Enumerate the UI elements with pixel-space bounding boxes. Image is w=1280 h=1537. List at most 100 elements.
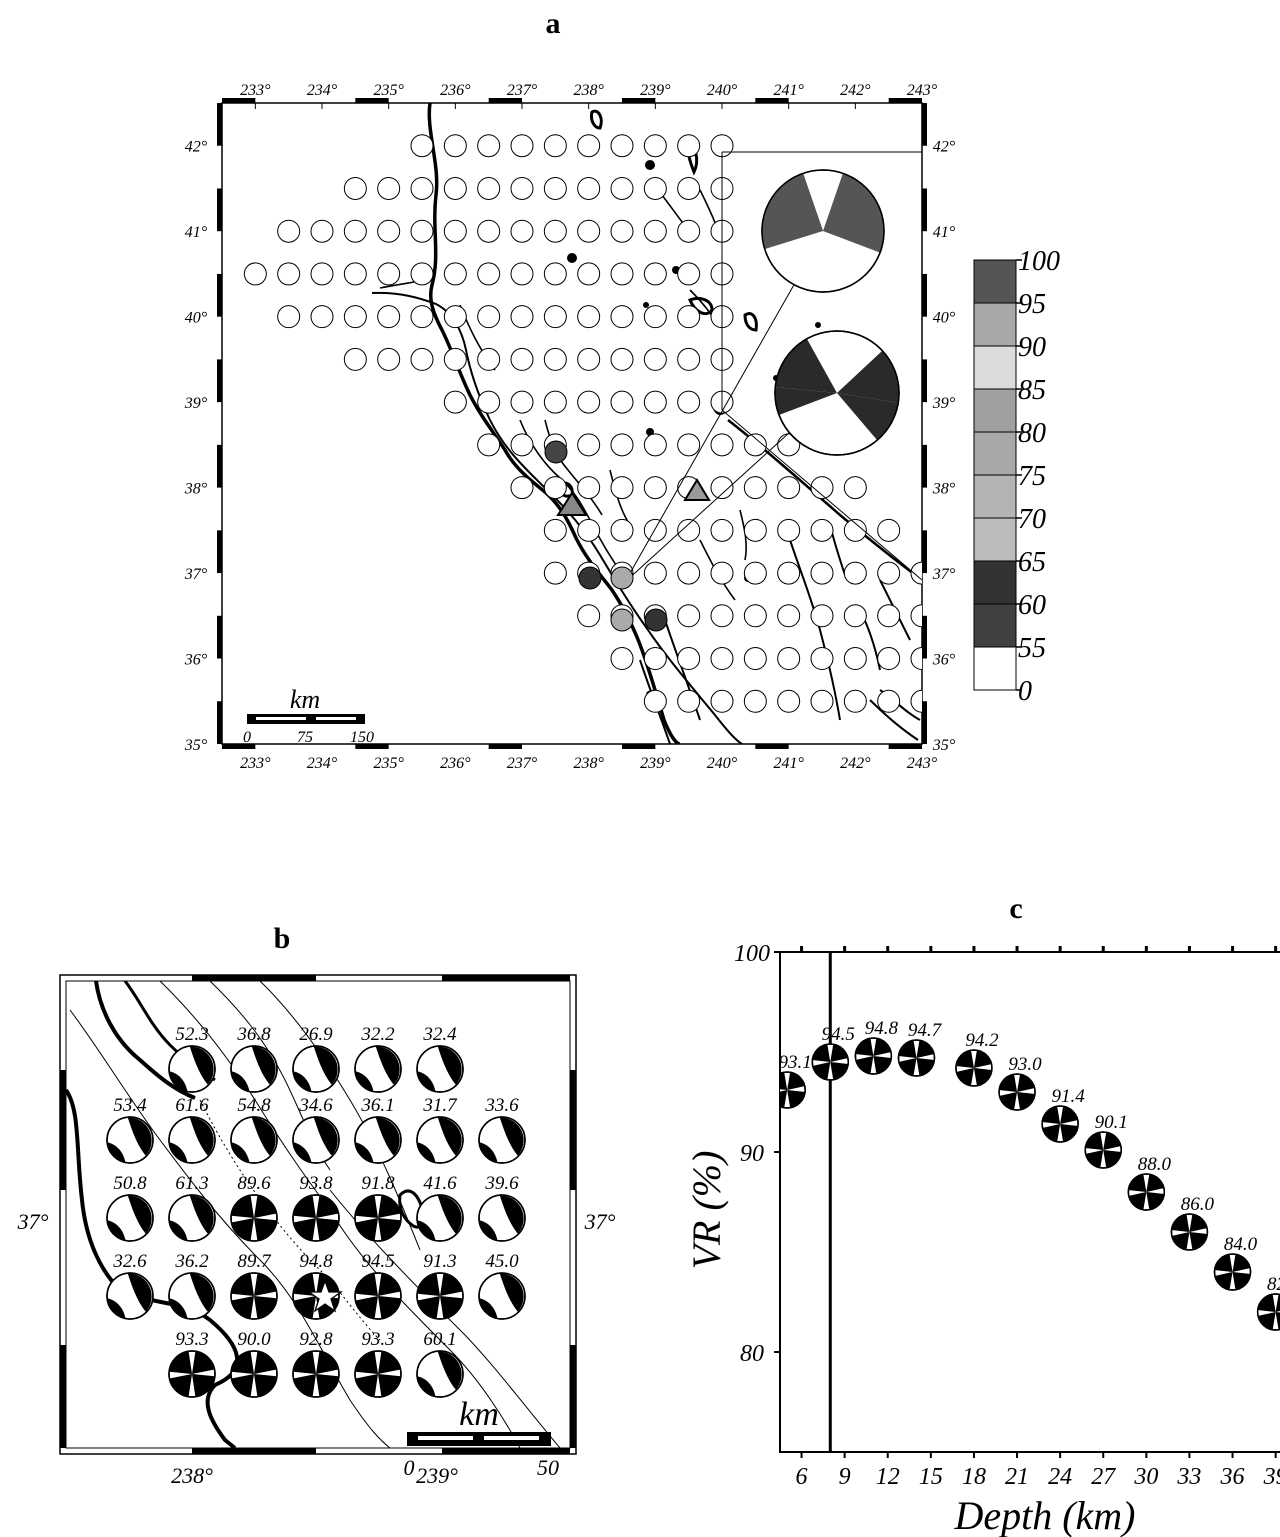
vr-label: 89.6 — [237, 1173, 271, 1194]
colorbar-cell — [973, 431, 1017, 476]
colorbar-cell — [973, 345, 1017, 390]
grid-node — [643, 219, 667, 243]
grid-node — [577, 390, 601, 414]
colorbar-label: 0 — [1018, 676, 1032, 707]
grid-node — [610, 134, 634, 158]
lon-tick-top: 243° — [907, 82, 938, 99]
grid-node — [643, 262, 667, 286]
grid-node — [310, 305, 334, 329]
x-axis-ticks: 6 9 12 15 18 21 24 27 30 33 36 39 — [796, 946, 1280, 1490]
grid-node — [677, 347, 701, 371]
vr-point-beachball — [1041, 1105, 1079, 1143]
grid-node — [777, 518, 801, 542]
vr-label: 33.6 — [484, 1095, 519, 1116]
grid-node — [610, 262, 634, 286]
colorbar-label: 75 — [1018, 461, 1046, 492]
grid-node — [643, 390, 667, 414]
fault-line — [519, 419, 626, 579]
grid-node — [543, 476, 567, 500]
grid-node — [443, 305, 467, 329]
grid-node — [877, 561, 901, 585]
colorbar-label: 55 — [1018, 633, 1046, 664]
vr-label: 31.7 — [422, 1095, 458, 1116]
grid-node — [910, 604, 922, 628]
inset-lines — [624, 151, 923, 583]
grid-node — [510, 219, 534, 243]
chart-marks: 93.1 94.5 94.8 94.7 94.2 93.0 91.4 90.1 88.0 86.0… — [779, 952, 1280, 1452]
vr-point-label: 93.1 — [779, 1052, 812, 1073]
grid-node — [477, 390, 501, 414]
panel-c-letter: c — [1009, 892, 1022, 925]
beachball — [416, 1272, 464, 1320]
lat-tick-left: 37° — [184, 566, 208, 583]
vr-point-beachball — [1170, 1213, 1209, 1251]
vr-point-beachball — [897, 1039, 936, 1077]
grid-node — [910, 647, 922, 671]
grid-node — [310, 219, 334, 243]
lat-tick-left: 42° — [185, 139, 208, 156]
lon-tick-bottom: 239° — [640, 755, 671, 772]
lon-tick-bottom: 238° — [573, 755, 604, 772]
beachball — [416, 1045, 464, 1093]
grid-node — [777, 647, 801, 671]
grid-node — [577, 433, 601, 457]
vr-point-label: 94.8 — [865, 1018, 899, 1039]
vr-point-beachball — [1084, 1131, 1122, 1169]
vr-point-label: 94.5 — [822, 1024, 855, 1045]
map-panel-b: 52.3 36.8 26.9 32.2 32.4 53.4 61.6 54.8 34.6 36.1… — [17, 974, 616, 1488]
grid-node — [410, 305, 434, 329]
grid-node — [443, 347, 467, 371]
grid-node — [477, 347, 501, 371]
grid-node — [443, 390, 467, 414]
grid-node — [577, 347, 601, 371]
vr-point-beachball — [1213, 1253, 1252, 1291]
grid-node — [743, 433, 767, 457]
scale-tick-a-2: 150 — [350, 729, 374, 746]
beachball-grid: 52.3 36.8 26.9 32.2 32.4 53.4 61.6 54.8 34.6 36.1… — [106, 1024, 526, 1398]
vr-label: 93.3 — [361, 1329, 394, 1350]
grid-node — [777, 689, 801, 713]
grid-node — [477, 305, 501, 329]
lat-tick-left: 35° — [184, 737, 208, 754]
beachball — [292, 1045, 340, 1093]
beachball — [354, 1350, 402, 1398]
grid-node — [877, 518, 901, 542]
beachball — [230, 1194, 278, 1242]
grid-node — [710, 476, 734, 500]
grid-node — [643, 647, 667, 671]
x-tick-label: 36 — [1220, 1464, 1245, 1490]
grid-node — [677, 134, 701, 158]
grid-node — [543, 262, 567, 286]
grid-node — [843, 689, 867, 713]
grid-node — [610, 476, 634, 500]
grid-node — [910, 689, 922, 713]
grid-node — [510, 390, 534, 414]
grid-node — [643, 176, 667, 200]
grid-node — [677, 390, 701, 414]
x-tick-label: 15 — [919, 1464, 943, 1490]
beachball — [168, 1350, 216, 1398]
lon-tick-bottom: 242° — [840, 755, 871, 772]
vr-label: 94.8 — [299, 1251, 333, 1272]
grid-node — [643, 476, 667, 500]
scale-bar-b: km 0 50 — [404, 1396, 560, 1480]
map-b-lon-tick-1: 239° — [416, 1463, 458, 1488]
y-tick-label: 80 — [740, 1341, 764, 1367]
colorbar-cell — [973, 388, 1017, 433]
x-tick-label: 21 — [1005, 1464, 1029, 1490]
grid-node — [777, 604, 801, 628]
grid-node — [477, 433, 501, 457]
grid-node — [577, 219, 601, 243]
vr-label: 93.3 — [175, 1329, 208, 1350]
vr-point-beachball — [811, 1043, 850, 1081]
grid-node — [343, 347, 367, 371]
grid-node — [243, 262, 267, 286]
grid-node — [677, 604, 701, 628]
colorbar-cell — [973, 560, 1017, 605]
grid-node — [677, 689, 701, 713]
grid-node — [543, 305, 567, 329]
x-axis-title: Depth (km) — [953, 1493, 1135, 1537]
grid-node — [610, 518, 634, 542]
triangle-station-marker — [556, 491, 588, 516]
lake — [590, 109, 603, 130]
